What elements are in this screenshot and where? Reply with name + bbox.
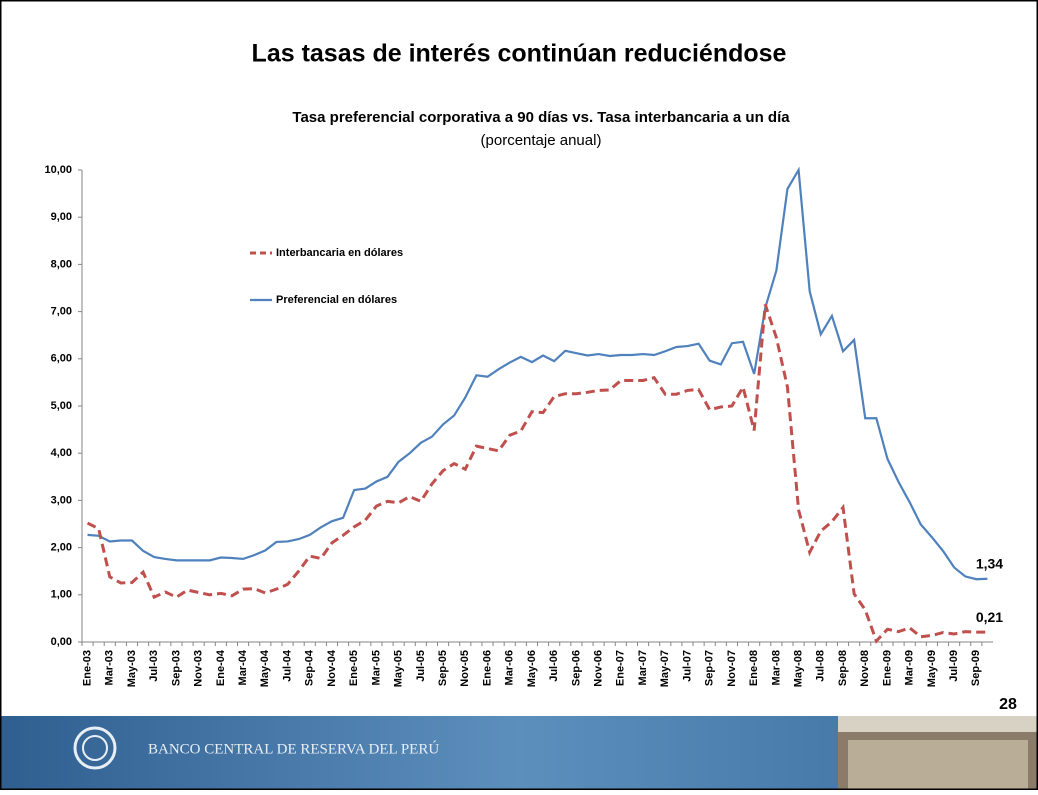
y-tick-label: 3,00 — [51, 494, 72, 506]
x-tick-label: Sep-09 — [970, 650, 982, 686]
x-tick-label: Mar-04 — [237, 649, 249, 685]
y-tick-label: 7,00 — [51, 306, 72, 318]
y-tick-label: 6,00 — [51, 353, 72, 365]
x-tick-label: Nov-07 — [726, 650, 738, 687]
x-tick-label: Sep-05 — [437, 650, 449, 686]
x-tick-label: Jul-07 — [681, 650, 693, 682]
x-tick-label: Mar-03 — [104, 650, 116, 685]
y-tick-label: 2,00 — [51, 542, 72, 554]
x-tick-label: Ene-09 — [881, 650, 893, 686]
x-tick-label: Ene-08 — [748, 650, 760, 686]
x-tick-label: May-09 — [926, 650, 938, 687]
x-tick-label: Nov-08 — [859, 650, 871, 687]
x-tick-label: Jul-04 — [281, 649, 293, 682]
chart-subtitle: (porcentaje anual) — [481, 132, 602, 149]
x-tick-label: Jul-06 — [548, 650, 560, 682]
x-tick-label: May-03 — [126, 650, 138, 687]
x-tick-label: Sep-03 — [170, 650, 182, 686]
x-tick-label: Nov-04 — [326, 649, 338, 687]
footer-band: BANCO CENTRAL DE RESERVA DEL PERÚ — [0, 716, 1038, 790]
x-tick-label: Nov-03 — [193, 650, 205, 687]
logo — [73, 726, 117, 770]
x-tick-label: Ene-03 — [81, 650, 93, 686]
x-tick-label: Mar-07 — [637, 650, 649, 685]
x-tick-label: Ene-07 — [615, 650, 627, 686]
y-tick-label: 8,00 — [51, 258, 72, 270]
x-tick-label: Sep-08 — [837, 650, 849, 686]
x-tick-label: Mar-08 — [770, 650, 782, 685]
x-tick-label: Ene-06 — [481, 650, 493, 686]
photo-detail — [848, 740, 1028, 790]
x-tick-label: Mar-09 — [904, 650, 916, 685]
y-tick-label: 9,00 — [51, 211, 72, 223]
x-tick-label: May-05 — [393, 650, 405, 687]
x-tick-label: May-07 — [659, 650, 671, 687]
x-tick-label: May-08 — [792, 650, 804, 687]
x-tick-label: Mar-06 — [504, 650, 516, 685]
value-label: 0,21 — [976, 609, 1003, 625]
y-tick-label: 0,00 — [51, 636, 72, 648]
x-tick-label: Sep-06 — [570, 650, 582, 686]
series-line — [87, 166, 988, 581]
y-tick-label: 10,00 — [44, 164, 72, 176]
legend-label: Interbancaria en dólares — [276, 247, 403, 259]
x-tick-label: Nov-06 — [593, 650, 605, 687]
x-tick-label: Ene-04 — [215, 649, 227, 686]
x-tick-label: Jul-03 — [148, 650, 160, 682]
x-tick-label: Mar-05 — [370, 650, 382, 685]
x-tick-label: Jul-05 — [415, 650, 427, 682]
x-tick-label: May-06 — [526, 650, 538, 687]
plot-area: 0,00 1,00 2,00 3,00 4,00 5,00 6,00 7,00 8,00 9,00… — [44, 164, 1003, 687]
chart-title: Tasa preferencial corporativa a 90 días … — [292, 109, 790, 126]
photo-sky — [838, 716, 1038, 732]
value-label: 1,34 — [976, 555, 1003, 571]
slide-title: Las tasas de interés continúan reduciénd… — [252, 40, 787, 68]
x-tick-label: Nov-05 — [459, 650, 471, 687]
page-number: 28 — [999, 696, 1017, 713]
x-tick-label: Jul-08 — [815, 650, 827, 682]
x-tick-label: Sep-04 — [304, 649, 316, 686]
x-tick-label: Sep-07 — [704, 650, 716, 686]
legend-label: Preferencial en dólares — [276, 294, 397, 306]
x-tick-label: Jul-09 — [948, 650, 960, 682]
y-tick-label: 4,00 — [51, 447, 72, 459]
y-tick-label: 5,00 — [51, 400, 72, 412]
series-line — [86, 304, 988, 644]
x-tick-label: May-04 — [259, 649, 271, 687]
logo-inner — [82, 735, 108, 761]
y-tick-label: 1,00 — [51, 589, 72, 601]
x-tick-label: Ene-05 — [348, 650, 360, 686]
footer-institution: BANCO CENTRAL DE RESERVA DEL PERÚ — [148, 740, 439, 757]
